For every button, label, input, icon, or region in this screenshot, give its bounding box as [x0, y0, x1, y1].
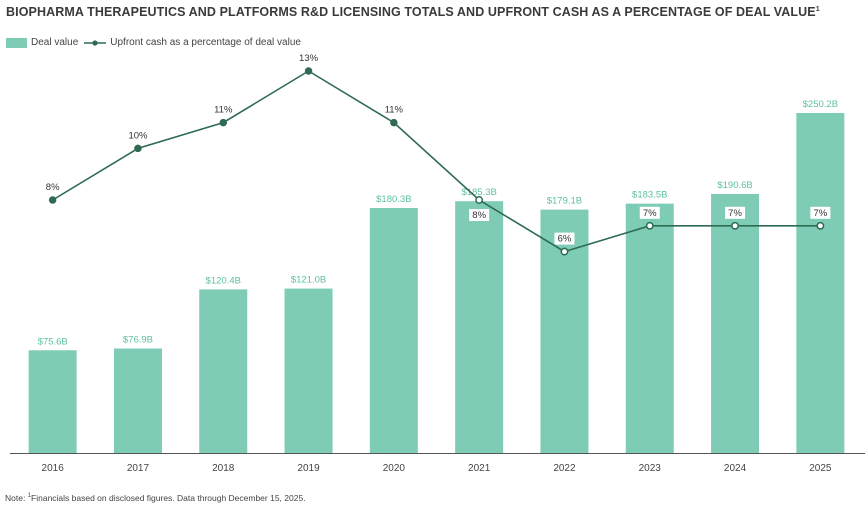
point-label-2016: 8%	[46, 182, 60, 193]
bar-label-2021: $185.3B	[461, 187, 496, 198]
point-label-2022: 6%	[558, 234, 572, 245]
point-label-2025: 7%	[813, 208, 827, 219]
bar-label-2019: $121.0B	[291, 275, 326, 286]
x-tick-2017: 2017	[127, 463, 150, 474]
point-label-2019: 13%	[299, 53, 319, 64]
x-tick-2021: 2021	[468, 463, 491, 474]
legend-bar-swatch	[6, 37, 27, 48]
x-tick-2020: 2020	[383, 463, 406, 474]
x-tick-2019: 2019	[297, 463, 320, 474]
x-tick-2016: 2016	[42, 463, 65, 474]
point-2022	[560, 247, 569, 256]
point-2021	[475, 196, 484, 204]
chart-title: BIOPHARMA THERAPEUTICS AND PLATFORMS R&D…	[6, 5, 820, 19]
x-tick-2018: 2018	[212, 463, 235, 474]
bar-2018	[199, 289, 248, 453]
bar-2024	[711, 193, 760, 453]
point-2018	[219, 118, 227, 127]
x-tick-2023: 2023	[639, 463, 662, 474]
point-label-bg-2022	[554, 232, 575, 245]
bar-label-2022: $179.1B	[547, 196, 582, 207]
point-label-2024: 7%	[728, 208, 742, 219]
point-2024	[731, 221, 739, 230]
bar-label-2025: $250.2B	[803, 99, 838, 110]
point-label-2017: 10%	[128, 130, 148, 141]
point-2025	[816, 221, 825, 230]
point-label-2023: 7%	[643, 208, 657, 219]
footnote: Note: 1Financials based on disclosed fig…	[5, 493, 306, 503]
x-tick-2024: 2024	[724, 463, 747, 474]
bar-label-2023: $183.5B	[632, 190, 667, 201]
point-2023	[645, 221, 654, 230]
bar-2019	[284, 288, 333, 453]
point-label-2020: 11%	[385, 105, 404, 116]
point-label-bg-2023	[639, 206, 660, 219]
bar-label-2018: $120.4B	[206, 275, 241, 286]
x-tick-2022: 2022	[553, 463, 576, 474]
legend: Deal value Upfront cash as a percentage …	[6, 37, 301, 48]
point-label-bg-2025	[810, 206, 831, 219]
point-label-2018: 11%	[214, 105, 233, 116]
point-label-bg-2024	[725, 206, 746, 219]
bar-2017	[113, 348, 162, 453]
legend-bar-label: Deal value	[31, 37, 79, 48]
point-2016	[48, 196, 57, 204]
bar-label-2016: $75.6B	[38, 336, 68, 347]
point-label-bg-2021	[469, 209, 490, 221]
point-2017	[134, 144, 142, 153]
bar-2020	[369, 207, 418, 453]
bar-2025	[796, 113, 845, 453]
bar-2016	[28, 350, 77, 453]
point-2020	[390, 118, 398, 127]
bar-2023	[625, 203, 674, 453]
point-label-2021: 8%	[472, 210, 486, 221]
legend-line-swatch	[84, 39, 107, 46]
point-2019	[304, 67, 313, 75]
bar-2021	[455, 201, 504, 453]
upfront-line	[52, 70, 821, 253]
bar-label-2020: $180.3B	[376, 194, 411, 205]
bar-label-2017: $76.9B	[123, 334, 153, 345]
x-tick-2025: 2025	[809, 463, 832, 474]
legend-line-label: Upfront cash as a percentage of deal val…	[110, 37, 301, 48]
bar-label-2024: $190.6B	[717, 180, 752, 191]
title-footnote-mark: 1	[815, 5, 820, 13]
